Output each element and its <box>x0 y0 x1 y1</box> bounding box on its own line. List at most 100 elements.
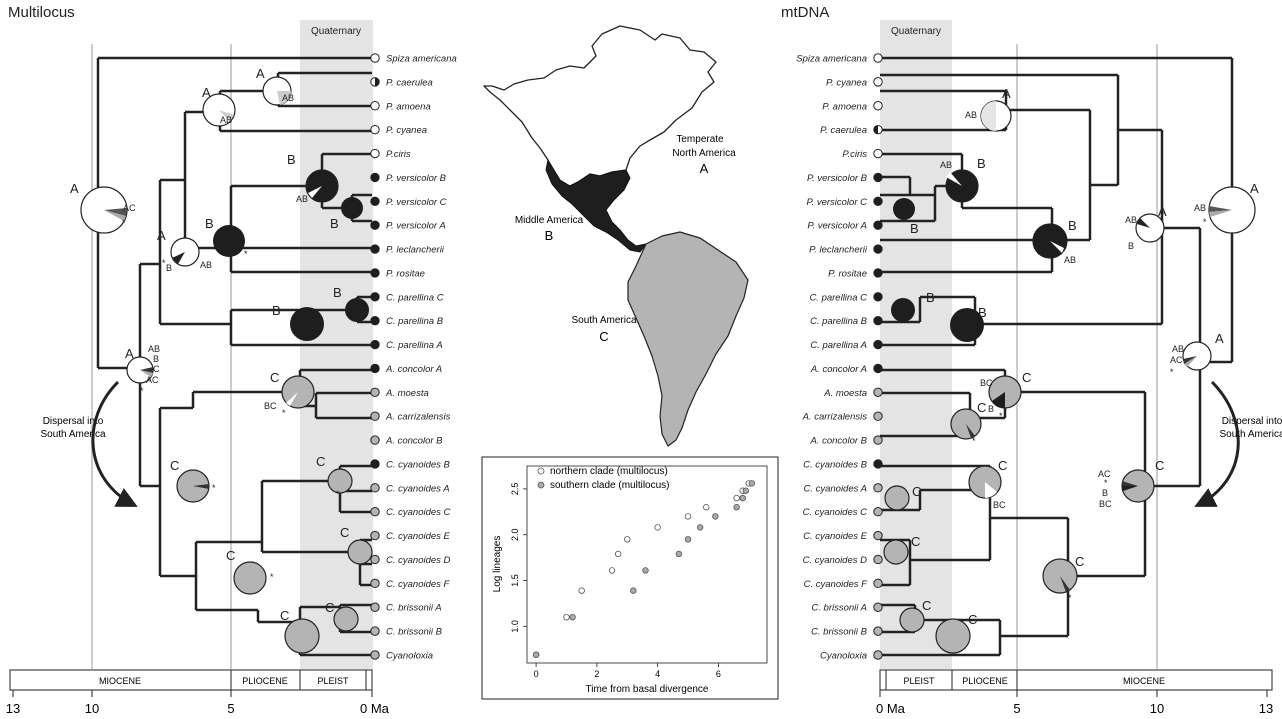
svg-text:B: B <box>166 263 172 273</box>
tip-state-marker <box>370 172 380 183</box>
southern-clade-point <box>696 524 704 531</box>
left-quaternary-label: Quaternary <box>311 26 361 37</box>
tip-label: C. parellina C <box>809 292 867 303</box>
southern-clade-point <box>712 513 719 520</box>
left-axis-tick-0: 0 Ma <box>360 701 390 716</box>
tip-label: P. caerulea <box>386 77 433 88</box>
pie-wedge <box>308 186 322 198</box>
pie-node-cyanoides-d-right <box>883 539 909 565</box>
svg-text:BC: BC <box>993 500 1006 510</box>
tip-label: P. versicolor A <box>807 221 867 232</box>
tip-label: A. concolor A <box>810 364 867 375</box>
pie-node-cyanoides-c-right <box>884 485 910 511</box>
y-tick-label: 1.5 <box>510 574 520 587</box>
tip-label: Cyanoloxia <box>386 651 433 662</box>
map-region-b-letter: B <box>545 228 554 243</box>
y-tick-label: 2.5 <box>510 483 520 496</box>
left-epoch-pliocene: PLIOCENE <box>242 676 288 686</box>
northern-clade-point <box>578 587 585 594</box>
tip-state-marker <box>873 220 883 230</box>
pie-wedge <box>286 392 298 406</box>
pie-wedge <box>104 208 127 216</box>
tip-state-marker <box>873 363 883 374</box>
pie-wedge <box>104 210 126 221</box>
left-dispersal-note-line2: South America <box>40 429 105 440</box>
left-dispersal-arrow <box>91 380 138 507</box>
tip-label: P. caerulea <box>820 125 867 136</box>
svg-text:A: A <box>70 181 79 196</box>
map-region-c-name: South America <box>571 315 636 326</box>
svg-text:*: * <box>244 249 248 259</box>
svg-text:B: B <box>977 156 986 171</box>
tip-state-marker <box>370 626 380 636</box>
svg-text:C: C <box>170 458 179 473</box>
southern-clade-point <box>569 613 576 621</box>
tip-state-marker <box>370 196 380 206</box>
tip-state-marker <box>370 435 380 445</box>
pie-wedge <box>1060 576 1070 592</box>
tip-label: P. leclancherii <box>809 245 868 256</box>
tip-label: P. versicolor A <box>386 221 446 232</box>
svg-text:AB: AB <box>1064 255 1076 265</box>
tip-label: P. amoena <box>822 101 867 112</box>
legend-marker-southern <box>537 481 545 489</box>
svg-text:AC: AC <box>123 203 136 213</box>
tip-label: C. cyanoides C <box>803 507 868 518</box>
tip-label: P. versicolor C <box>806 197 867 208</box>
pie-wedge <box>1050 241 1064 253</box>
tip-label: C. brissonii A <box>386 603 442 614</box>
tip-state-marker <box>873 507 883 517</box>
svg-text:AB: AB <box>296 194 308 204</box>
svg-text:B: B <box>1128 241 1134 251</box>
pie-wedge <box>193 484 209 489</box>
tip-label: C. parellina A <box>810 340 867 351</box>
svg-text:*: * <box>1104 478 1108 488</box>
map-region-b-name: Middle America <box>515 215 584 226</box>
tip-state-marker <box>370 411 380 421</box>
biogeographic-region-map: Temperate North America A Middle America… <box>483 25 749 447</box>
southern-clade-point <box>675 550 683 558</box>
tip-state-marker <box>370 268 380 278</box>
tip-label: C. cyanoides D <box>803 555 868 566</box>
pie-node-parellina-right <box>950 308 984 342</box>
tip-state-marker <box>370 315 380 326</box>
tip-state-marker <box>370 554 380 565</box>
tip-state-marker <box>370 148 380 159</box>
pie-wedge <box>1184 356 1197 367</box>
tip-label: P.ciris <box>842 149 867 160</box>
tip-label: C. cyanoides A <box>803 483 867 494</box>
svg-text:BC: BC <box>1099 499 1112 509</box>
right-node-pies <box>883 100 1256 654</box>
svg-text:AB: AB <box>220 115 232 125</box>
x-tick-label: 6 <box>716 669 721 679</box>
svg-text:*: * <box>972 436 976 446</box>
svg-text:*: * <box>282 408 286 418</box>
svg-text:BC: BC <box>980 378 993 388</box>
north-america-landmass <box>483 25 717 187</box>
svg-text:*: * <box>122 218 126 228</box>
tip-label: P. rositae <box>828 268 867 279</box>
southern-clade-point <box>630 587 637 594</box>
svg-text:B: B <box>1068 218 1077 233</box>
tip-state-marker <box>873 602 883 612</box>
tip-label: A. concolor A <box>385 364 442 375</box>
svg-text:C: C <box>998 458 1007 473</box>
tip-label: P.ciris <box>386 149 411 160</box>
southern-clade-point <box>684 536 692 543</box>
pie-node-parellina-left <box>290 307 324 341</box>
x-tick-label: 4 <box>655 669 660 679</box>
svg-text:A: A <box>1158 204 1167 219</box>
svg-text:C: C <box>922 598 931 613</box>
svg-text:C: C <box>325 600 334 615</box>
svg-text:*: * <box>212 483 216 493</box>
legend-marker-northern <box>537 467 545 475</box>
right-epoch-miocene: MIOCENE <box>1123 676 1165 686</box>
tip-state-marker <box>370 387 380 398</box>
southern-clade-point <box>748 480 756 487</box>
svg-text:A: A <box>202 85 211 100</box>
chart-frame <box>481 456 779 700</box>
svg-text:B: B <box>287 152 296 167</box>
left-epoch-miocene: MIOCENE <box>99 676 141 686</box>
